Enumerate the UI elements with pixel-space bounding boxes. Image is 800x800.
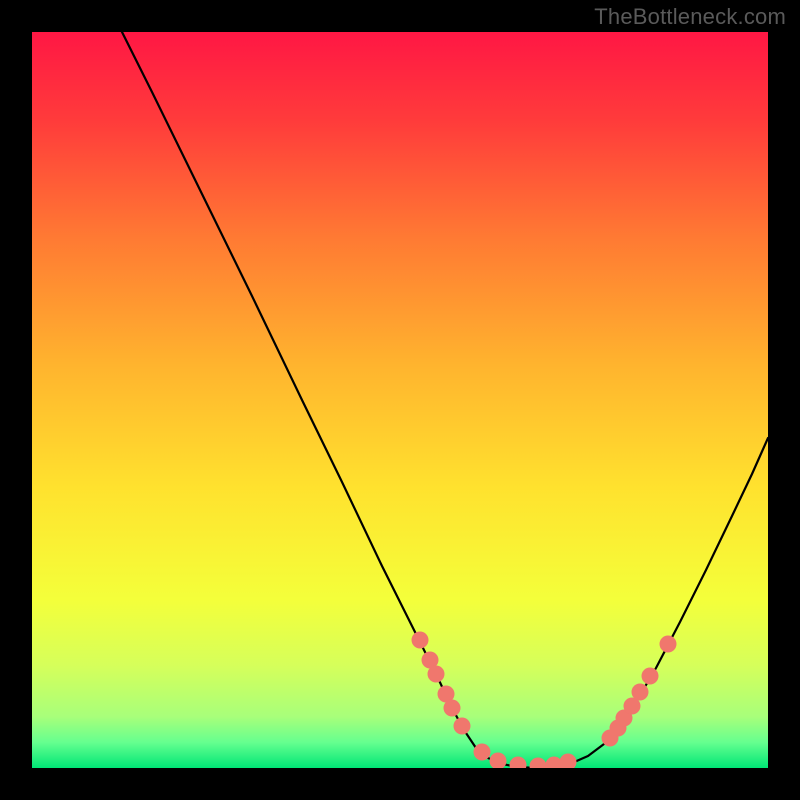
marker-dot <box>428 666 445 683</box>
marker-dot <box>444 700 461 717</box>
marker-dot <box>642 668 659 685</box>
marker-dot <box>632 684 649 701</box>
watermark-text: TheBottleneck.com <box>594 4 786 30</box>
plot-area <box>32 32 768 768</box>
gradient-background <box>32 32 768 768</box>
marker-dot <box>412 632 429 649</box>
marker-dot <box>660 636 677 653</box>
chart-frame: TheBottleneck.com <box>0 0 800 800</box>
marker-dot <box>454 718 471 735</box>
plot-svg <box>32 32 768 768</box>
marker-dot <box>474 744 491 761</box>
